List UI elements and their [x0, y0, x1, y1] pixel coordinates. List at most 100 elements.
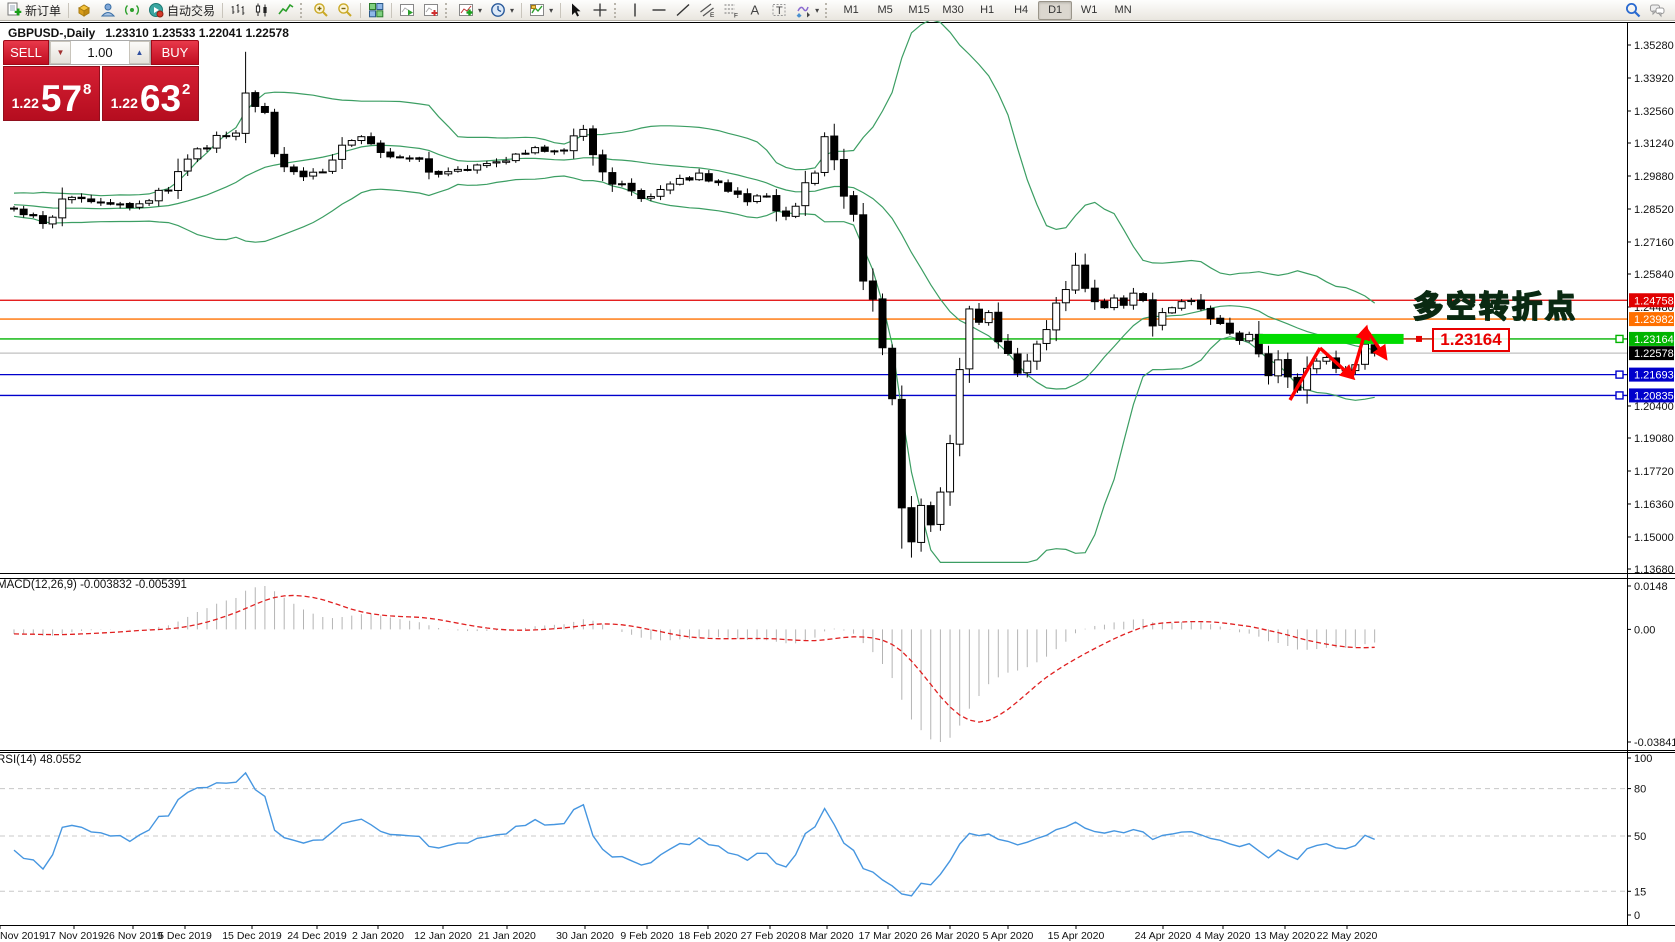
fibonacci-button[interactable]: F [719, 0, 743, 20]
new-order-button[interactable]: 新订单 [2, 0, 65, 20]
svg-text:5 Dec 2019: 5 Dec 2019 [158, 930, 212, 942]
price-callout-box[interactable]: 1.23164 [1432, 328, 1510, 352]
turning-point-annotation[interactable]: 多空转折点 [1412, 290, 1578, 325]
svg-text:1.24758: 1.24758 [1634, 295, 1674, 307]
callout-anchor [1416, 335, 1422, 342]
volume-input[interactable]: 1.00 [87, 45, 113, 60]
bar-chart-button[interactable] [226, 0, 250, 20]
macd-pane[interactable] [13, 586, 1376, 742]
toolbar: 新订单 自动交易 ▾ ▾ ▾ E F A T ▾ M1 M5 M15 M30 H1 H4 D1 W1 MN [0, 0, 1675, 21]
vline-icon [634, 3, 636, 17]
svg-text:0.0148: 0.0148 [1634, 581, 1668, 593]
community-button[interactable] [96, 0, 120, 20]
timeframe-m30-button[interactable]: M30 [942, 4, 964, 16]
volume-box: ▼ 1.00 ▲ [49, 40, 151, 65]
svg-text:26 Mar 2020: 26 Mar 2020 [921, 930, 980, 942]
hline-1.20835[interactable] [0, 391, 1627, 400]
toolbar-separator [222, 2, 224, 18]
auto-scroll-button[interactable] [395, 0, 419, 20]
svg-text:1.28520: 1.28520 [1634, 204, 1674, 216]
indicators-button[interactable]: ▾ [454, 0, 486, 20]
chart-bars-icon [231, 4, 245, 15]
svg-text:E: E [710, 12, 715, 18]
timeframe-w1-button[interactable]: W1 [1080, 4, 1098, 16]
autotrading-icon [149, 3, 164, 18]
text-label-button[interactable]: T [767, 0, 791, 20]
price-badge-1.20835: 1.20835 [1629, 388, 1674, 403]
support-zone-rect[interactable] [1258, 333, 1404, 344]
svg-text:1.17720: 1.17720 [1634, 466, 1674, 478]
profile-icon [100, 3, 116, 17]
svg-text:1.29880: 1.29880 [1634, 171, 1674, 183]
vertical-line-button[interactable] [623, 0, 647, 20]
chart-canvas[interactable]: 1.35280 1.33920 1.32560 1.31240 1.29880 1.285… [0, 21, 1675, 942]
svg-text:27 Feb 2020: 27 Feb 2020 [741, 930, 800, 942]
rsi-line [13, 771, 1375, 897]
zoom-in-icon [314, 3, 328, 17]
trendline-button[interactable] [671, 0, 695, 20]
hline-icon [652, 9, 666, 11]
sell-button[interactable]: SELL [3, 40, 49, 65]
toolbar-separator [391, 2, 393, 18]
svg-text:2 Jan 2020: 2 Jan 2020 [352, 930, 404, 942]
timeframe-h1-button[interactable]: H1 [980, 4, 995, 16]
hline-1.21693[interactable] [0, 370, 1627, 379]
arrows-button[interactable]: ▾ [791, 0, 823, 20]
svg-text:1.22578: 1.22578 [1634, 348, 1674, 360]
zigzag-arrow-annotation[interactable] [1288, 324, 1388, 401]
svg-text:1.33920: 1.33920 [1634, 73, 1674, 85]
bollinger-upper [13, 21, 1376, 304]
chat-icon[interactable] [1645, 0, 1669, 20]
price-axis[interactable]: 1.35280 1.33920 1.32560 1.31240 1.29880 1.285… [1627, 40, 1674, 576]
line-chart-button[interactable] [274, 0, 298, 20]
svg-text:9 Feb 2020: 9 Feb 2020 [620, 930, 673, 942]
timeframe-mn-button[interactable]: MN [1114, 4, 1132, 16]
ohlc-values: 1.23310 1.23533 1.22041 1.22578 [105, 26, 289, 40]
chart-candles-icon [255, 3, 267, 17]
search-icon[interactable] [1621, 0, 1645, 20]
timeframe-h4-button[interactable]: H4 [1014, 4, 1029, 16]
timeframe-m1-button[interactable]: M1 [843, 4, 859, 16]
rsi-label: RSI(14) 48.0552 [0, 754, 82, 766]
svg-text:24 Dec 2019: 24 Dec 2019 [287, 930, 347, 942]
market-depth-button[interactable] [72, 0, 96, 20]
candle-chart-button[interactable] [250, 0, 274, 20]
zoom-out-button[interactable] [333, 0, 357, 20]
timeframe-m5-button[interactable]: M5 [877, 4, 893, 16]
svg-text:1.25840: 1.25840 [1634, 269, 1674, 281]
crosshair-button[interactable] [588, 0, 612, 20]
svg-text:5 Apr 2020: 5 Apr 2020 [983, 930, 1034, 942]
svg-text:18 Feb 2020: 18 Feb 2020 [679, 930, 738, 942]
sell-price-button[interactable]: 1.22 57 8 [3, 66, 100, 121]
tile-windows-button[interactable] [364, 0, 388, 20]
svg-text:80: 80 [1634, 784, 1646, 796]
periods-button[interactable]: ▾ [486, 0, 518, 20]
svg-text:15: 15 [1634, 886, 1646, 898]
chart-shift-button[interactable] [419, 0, 443, 20]
timeframe-m15-button[interactable]: M15 [908, 4, 930, 16]
toolbar-separator [521, 2, 523, 18]
toolbar-separator [360, 2, 362, 18]
volume-increase-button[interactable]: ▲ [129, 41, 150, 64]
horizontal-line-button[interactable] [647, 0, 671, 20]
buy-price-button[interactable]: 1.22 63 2 [102, 66, 199, 121]
zoom-in-button[interactable] [309, 0, 333, 20]
cursor-button[interactable] [564, 0, 588, 20]
bollinger-lower [13, 175, 1375, 563]
volume-decrease-button[interactable]: ▼ [50, 41, 71, 64]
autotrading-button[interactable]: 自动交易 [144, 0, 219, 20]
timeframe-d1-button[interactable]: D1 [1038, 0, 1073, 20]
svg-text:1.20835: 1.20835 [1634, 390, 1674, 402]
one-click-trading-panel: SELL ▼ 1.00 ▲ BUY 1.22 57 8 1.22 63 2 [3, 40, 199, 121]
buy-button[interactable]: BUY [151, 40, 199, 65]
channel-button[interactable]: E [695, 0, 719, 20]
templates-button[interactable]: ▾ [525, 0, 557, 20]
svg-text:1.20400: 1.20400 [1634, 401, 1674, 413]
svg-text:1.13680: 1.13680 [1634, 564, 1674, 576]
signals-button[interactable] [120, 0, 144, 20]
text-button[interactable]: A [743, 0, 767, 20]
buy-price-small: 1.22 [110, 95, 138, 111]
svg-text:1.16360: 1.16360 [1634, 499, 1674, 511]
